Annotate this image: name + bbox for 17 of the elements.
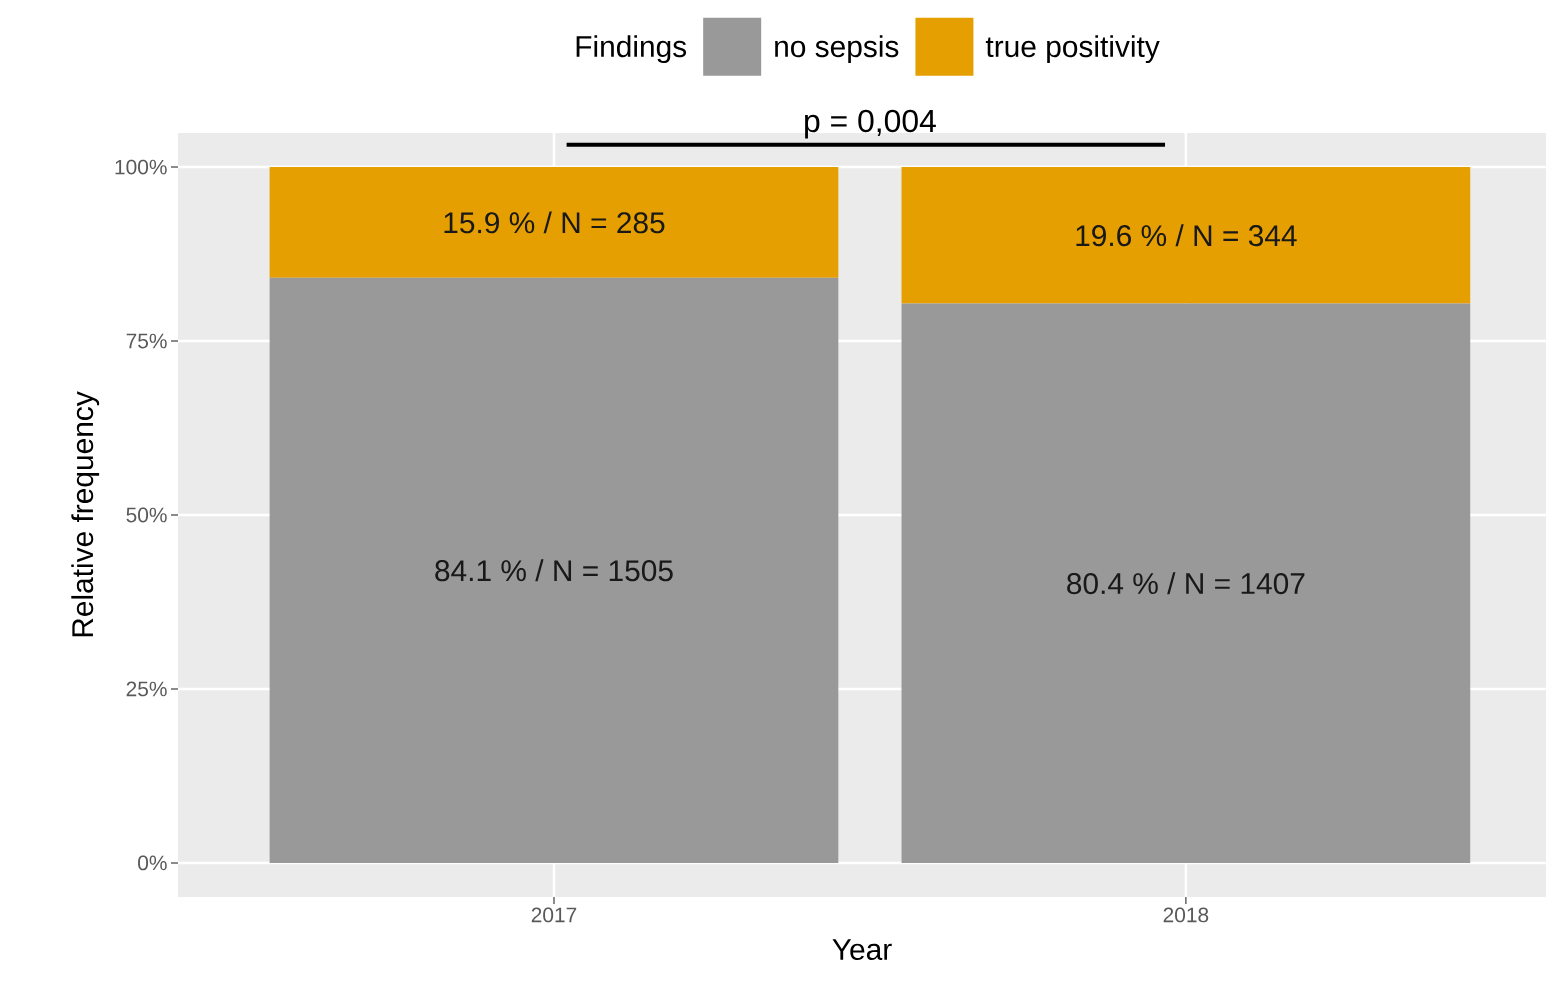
data-label: 15.9 % / N = 285	[444, 211, 665, 234]
y-tick-label: 50%	[126, 507, 167, 523]
annotation: p = 0,004	[805, 109, 936, 139]
y-tick-label: 25%	[126, 681, 167, 697]
x-tick-label: 2018	[1163, 907, 1209, 923]
data-label: 80.4 % / N = 1407	[1067, 572, 1305, 595]
legend-label: true positivity	[985, 35, 1160, 64]
y-tick-label: 75%	[126, 333, 167, 349]
legend-title: Findings	[576, 35, 687, 64]
legend-label: no sepsis	[775, 35, 899, 64]
data-label: 84.1 % / N = 1505	[435, 559, 673, 582]
data-label: 19.6 % / N = 344	[1076, 224, 1297, 247]
y-tick-label: 0%	[138, 855, 167, 871]
y-tick-label: 100%	[115, 159, 167, 175]
x-tick-label: 2017	[531, 907, 577, 923]
x-axis-title: Year	[832, 939, 892, 961]
y-axis-title: Relative frequency	[71, 391, 100, 637]
